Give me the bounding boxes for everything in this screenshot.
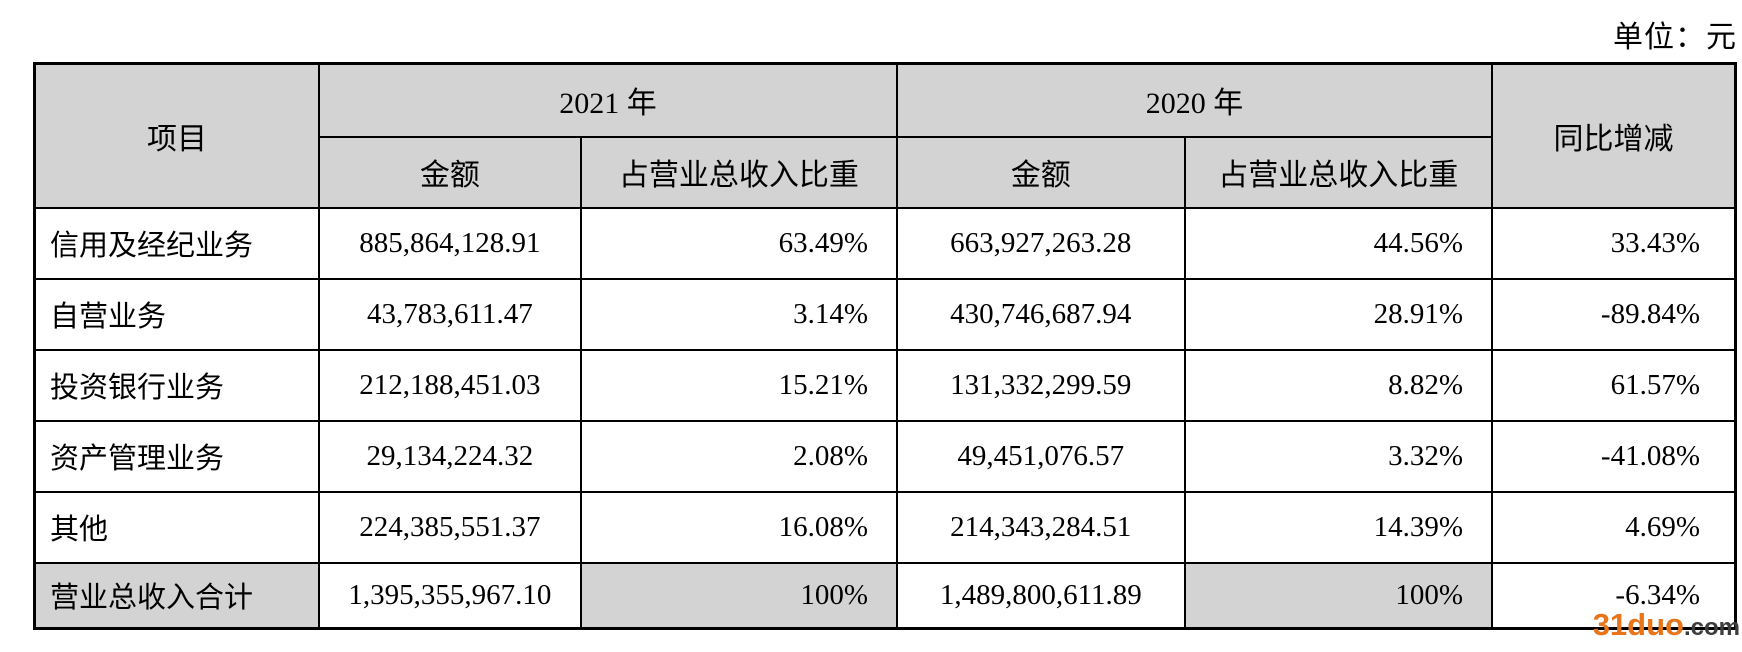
header-share-2021: 占营业总收入比重: [579, 135, 899, 209]
revenue-breakdown-table: 项目 2021 年 2020 年 同比增减 金额 占营业总收入比重 金额 占营业…: [33, 62, 1737, 630]
cell-amount-2020: 430,746,687.94: [896, 277, 1186, 351]
cell-item: 其他: [33, 490, 321, 564]
header-row-sub: 金额 占营业总收入比重 金额 占营业总收入比重: [35, 135, 1736, 209]
table-row: 投资银行业务 212,188,451.03 15.21% 131,332,299…: [33, 348, 1737, 422]
cell-total-share-2021: 100%: [579, 561, 899, 630]
cell-amount-2021: 885,864,128.91: [318, 206, 582, 280]
cell-yoy: -89.84%: [1491, 277, 1737, 351]
cell-item: 资产管理业务: [33, 419, 321, 493]
cell-total-yoy: -6.34%: [1491, 561, 1737, 630]
table-row: 其他 224,385,551.37 16.08% 214,343,284.51 …: [33, 490, 1737, 564]
cell-amount-2020: 49,451,076.57: [896, 419, 1186, 493]
header-amount-2021: 金额: [318, 135, 582, 209]
cell-amount-2020: 131,332,299.59: [896, 348, 1186, 422]
cell-item: 自营业务: [33, 277, 321, 351]
table-row: 信用及经纪业务 885,864,128.91 63.49% 663,927,26…: [33, 206, 1737, 280]
cell-share-2021: 63.49%: [579, 206, 899, 280]
table-total-row: 营业总收入合计 1,395,355,967.10 100% 1,489,800,…: [33, 561, 1737, 630]
cell-total-amount-2020: 1,489,800,611.89: [896, 561, 1186, 630]
watermark-suffix: .com: [1683, 614, 1740, 641]
cell-yoy: 61.57%: [1491, 348, 1737, 422]
table-row: 资产管理业务 29,134,224.32 2.08% 49,451,076.57…: [33, 419, 1737, 493]
cell-total-share-2020: 100%: [1183, 561, 1494, 630]
cell-share-2020: 14.39%: [1183, 490, 1494, 564]
header-year-2020: 2020 年: [896, 62, 1494, 138]
cell-share-2020: 28.91%: [1183, 277, 1494, 351]
cell-amount-2021: 43,783,611.47: [318, 277, 582, 351]
cell-share-2020: 44.56%: [1183, 206, 1494, 280]
header-yoy: 同比增减: [1491, 62, 1737, 209]
cell-total-label: 营业总收入合计: [33, 561, 321, 630]
cell-amount-2020: 663,927,263.28: [896, 206, 1186, 280]
cell-total-amount-2021: 1,395,355,967.10: [318, 561, 582, 630]
cell-yoy: -41.08%: [1491, 419, 1737, 493]
cell-yoy: 33.43%: [1491, 206, 1737, 280]
cell-amount-2021: 212,188,451.03: [318, 348, 582, 422]
header-amount-2020: 金额: [896, 135, 1186, 209]
cell-share-2021: 15.21%: [579, 348, 899, 422]
header-year-2021: 2021 年: [318, 62, 899, 138]
cell-amount-2021: 224,385,551.37: [318, 490, 582, 564]
cell-share-2020: 3.32%: [1183, 419, 1494, 493]
watermark-brand: 31duo: [1592, 607, 1684, 642]
cell-share-2020: 8.82%: [1183, 348, 1494, 422]
cell-yoy: 4.69%: [1491, 490, 1737, 564]
cell-item: 信用及经纪业务: [33, 206, 321, 280]
unit-label: 单位：元: [1613, 21, 1737, 54]
site-watermark: 31duo.com: [1593, 607, 1740, 643]
header-row-years: 项目 2021 年 2020 年 同比增减: [33, 62, 1737, 209]
table-row: 自营业务 43,783,611.47 3.14% 430,746,687.94 …: [33, 277, 1737, 351]
cell-amount-2020: 214,343,284.51: [896, 490, 1186, 564]
cell-item: 投资银行业务: [33, 348, 321, 422]
cell-share-2021: 16.08%: [579, 490, 899, 564]
header-item: 项目: [33, 62, 321, 209]
cell-share-2021: 3.14%: [579, 277, 899, 351]
cell-amount-2021: 29,134,224.32: [318, 419, 582, 493]
header-share-2020: 占营业总收入比重: [1183, 135, 1494, 209]
cell-share-2021: 2.08%: [579, 419, 899, 493]
